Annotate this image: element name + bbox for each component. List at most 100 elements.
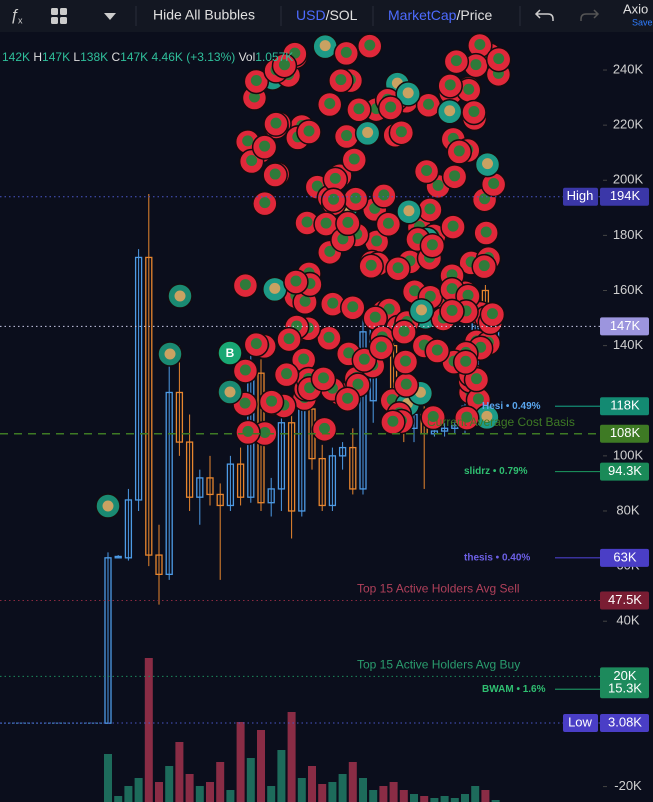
bubble[interactable] <box>283 269 309 295</box>
price-note: thesis • 0.40% <box>464 552 530 563</box>
bubble[interactable] <box>311 416 338 443</box>
volume-bar <box>308 766 316 802</box>
bubble[interactable] <box>408 298 435 324</box>
price-label: 47.5K <box>608 592 642 607</box>
bubble[interactable] <box>419 232 446 259</box>
bubble[interactable] <box>263 111 289 137</box>
bubble[interactable] <box>335 210 361 237</box>
bubble[interactable] <box>273 361 300 388</box>
bubble-icon <box>324 98 336 110</box>
bubble[interactable] <box>436 99 463 125</box>
bubble[interactable] <box>243 331 270 358</box>
bubble[interactable] <box>167 283 193 309</box>
bubble[interactable] <box>368 335 395 361</box>
bubble[interactable] <box>371 183 397 209</box>
bubble[interactable] <box>392 349 419 375</box>
bubble[interactable] <box>362 305 388 331</box>
bubble[interactable] <box>391 319 417 345</box>
bubble-icon <box>364 39 376 51</box>
bubble[interactable] <box>474 151 501 178</box>
y-tick-label: -20K <box>614 778 642 793</box>
bubble[interactable] <box>276 326 302 353</box>
price-label: 108K <box>610 425 641 440</box>
bubble[interactable] <box>417 197 443 223</box>
bubble[interactable] <box>341 147 368 173</box>
y-tick-label: 140K <box>613 337 644 352</box>
bubble[interactable] <box>461 99 487 126</box>
metric-alt: /Price <box>456 7 492 23</box>
bubble[interactable] <box>262 276 288 303</box>
bubble[interactable] <box>340 295 366 321</box>
bubble[interactable] <box>328 67 354 94</box>
fx-icon-x: x <box>18 15 23 25</box>
bubble[interactable] <box>377 95 404 121</box>
bubble[interactable] <box>357 33 383 59</box>
bubble[interactable] <box>395 81 421 107</box>
bubble[interactable] <box>243 68 270 95</box>
bubble[interactable] <box>157 341 183 367</box>
bubble[interactable] <box>385 255 411 282</box>
fx-icon[interactable]: ƒ <box>10 7 19 24</box>
currency-toggle[interactable]: USD/SOL <box>296 7 358 23</box>
bubble[interactable] <box>473 220 499 246</box>
bubble[interactable] <box>296 119 322 145</box>
bubble[interactable] <box>437 73 463 99</box>
undo-icon[interactable] <box>534 9 554 21</box>
bubble[interactable] <box>454 405 480 431</box>
bubble[interactable] <box>375 211 402 238</box>
bubble[interactable] <box>251 134 278 160</box>
bubble[interactable] <box>485 46 512 73</box>
bubble[interactable] <box>380 409 406 435</box>
low: 138K <box>80 50 108 64</box>
bubble[interactable] <box>334 386 361 412</box>
bubble[interactable] <box>322 166 349 193</box>
bubble[interactable] <box>217 379 243 405</box>
bubble[interactable] <box>439 298 465 325</box>
bubble[interactable] <box>262 162 288 188</box>
bubble[interactable] <box>320 187 347 214</box>
bubble[interactable] <box>440 214 466 240</box>
bubble[interactable] <box>333 40 360 67</box>
bubble[interactable] <box>463 52 489 79</box>
bubble[interactable] <box>232 358 259 384</box>
bubble[interactable] <box>310 366 337 392</box>
redo-icon[interactable] <box>580 9 600 21</box>
bubble[interactable] <box>396 198 422 225</box>
bubble[interactable] <box>452 349 479 375</box>
bubble[interactable] <box>290 347 317 373</box>
volume-bar <box>359 778 367 802</box>
bubble-icon <box>446 283 458 295</box>
bubble[interactable] <box>393 372 420 398</box>
dropdown-icon[interactable] <box>104 13 116 20</box>
bubble[interactable] <box>354 120 381 147</box>
volume-bar <box>348 762 357 802</box>
hide-bubbles[interactable]: Hide All Bubbles <box>153 7 255 23</box>
bubble[interactable] <box>316 91 343 118</box>
bubble[interactable] <box>413 158 440 185</box>
bubble[interactable] <box>420 404 446 431</box>
bubble[interactable] <box>346 97 372 123</box>
bubble[interactable] <box>443 48 470 75</box>
bubble[interactable] <box>258 389 285 415</box>
bubble[interactable] <box>358 253 384 280</box>
bubble[interactable] <box>312 33 338 60</box>
metric-toggle[interactable]: MarketCap/Price <box>388 7 492 23</box>
bubble[interactable] <box>232 272 259 299</box>
bubble[interactable] <box>95 493 121 519</box>
layout-icon[interactable] <box>51 8 67 24</box>
bubble[interactable] <box>479 301 506 328</box>
account[interactable]: Axio <box>623 1 648 16</box>
bubble[interactable] <box>271 52 298 79</box>
bubble[interactable] <box>235 419 261 446</box>
bubble[interactable]: B <box>217 340 243 366</box>
bubble[interactable] <box>388 119 415 146</box>
bubble[interactable] <box>342 186 369 212</box>
bubble[interactable] <box>333 123 360 150</box>
bubble[interactable] <box>471 253 497 280</box>
bubble[interactable] <box>446 139 473 165</box>
save[interactable]: Save <box>632 17 653 27</box>
price-tag: High <box>567 188 594 203</box>
bubble[interactable] <box>252 190 278 217</box>
bubble[interactable] <box>424 338 451 364</box>
bubble[interactable] <box>441 164 468 190</box>
